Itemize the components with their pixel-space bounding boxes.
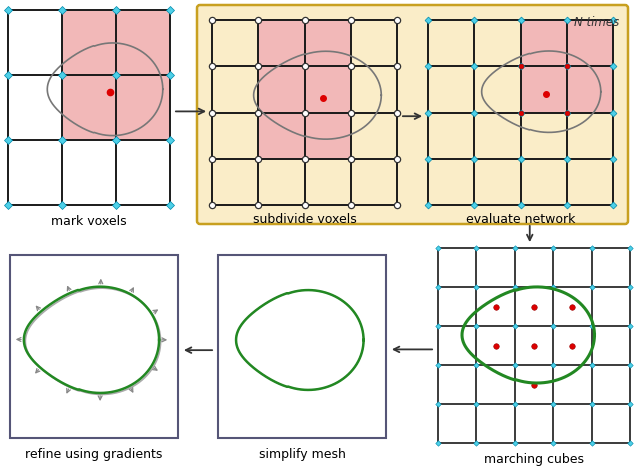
Bar	[10, 255, 178, 438]
Bar	[116, 10, 170, 75]
Bar	[520, 20, 567, 66]
Text: subdivide voxels: subdivide voxels	[253, 213, 356, 226]
Text: evaluate network: evaluate network	[466, 213, 575, 226]
Bar	[218, 255, 386, 438]
Bar	[567, 66, 613, 112]
Bar	[62, 10, 116, 75]
Text: marching cubes: marching cubes	[484, 453, 584, 466]
Bar	[520, 66, 567, 112]
Text: N times: N times	[573, 16, 619, 29]
Bar	[259, 20, 305, 66]
Bar	[62, 75, 116, 140]
Text: simplify mesh: simplify mesh	[259, 448, 346, 461]
Bar	[116, 75, 170, 140]
Bar	[259, 112, 305, 159]
Bar	[305, 66, 351, 112]
Bar	[567, 20, 613, 66]
Bar	[305, 20, 351, 66]
Text: refine using gradients: refine using gradients	[26, 448, 163, 461]
Bar	[259, 66, 305, 112]
Bar	[305, 112, 351, 159]
Text: mark voxels: mark voxels	[51, 215, 127, 228]
FancyBboxPatch shape	[197, 5, 628, 224]
